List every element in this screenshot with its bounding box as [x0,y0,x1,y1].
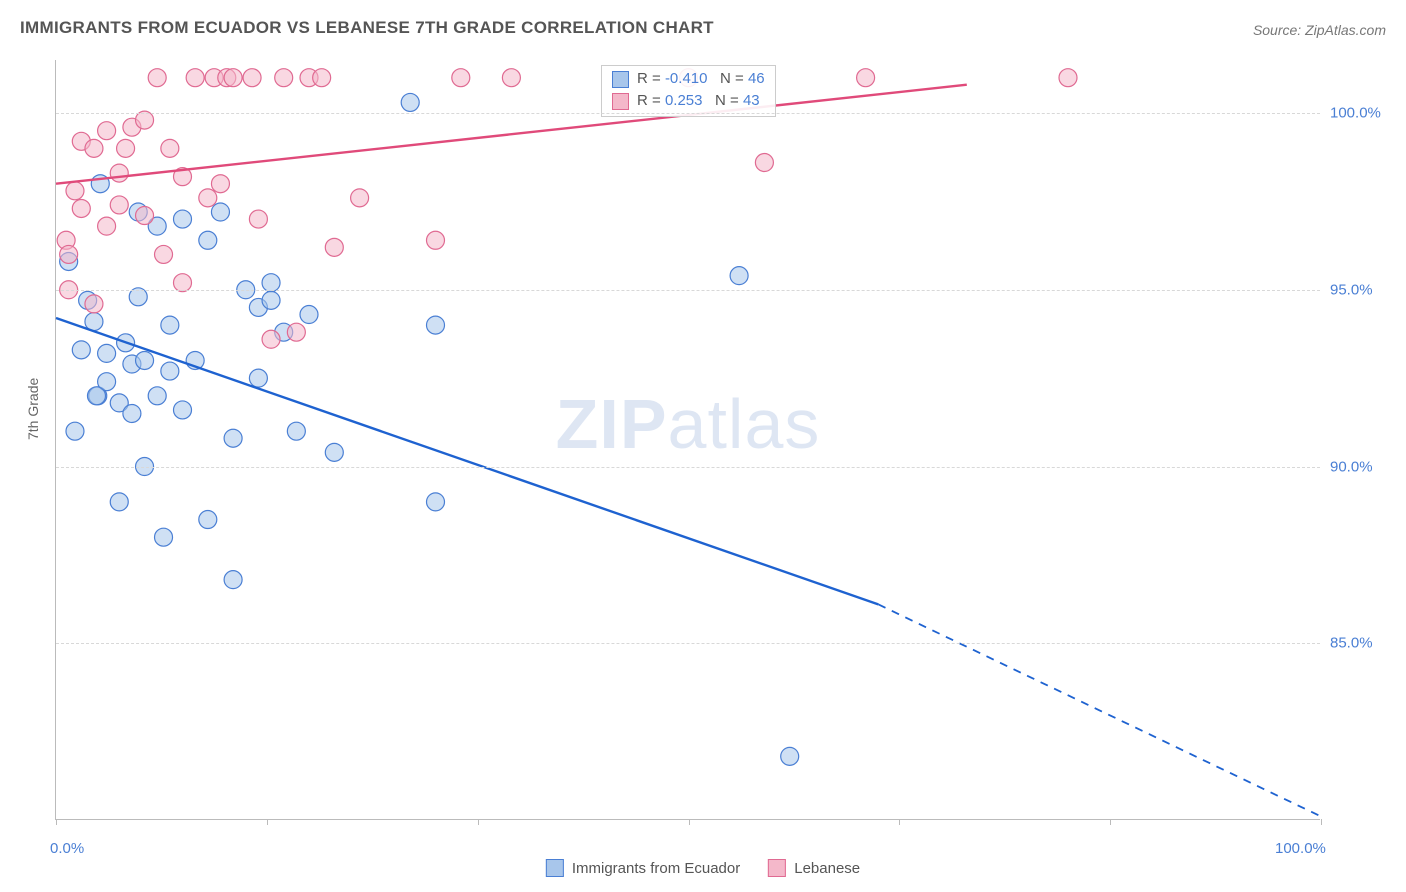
scatter-point [401,93,419,111]
chart-svg [56,60,1320,819]
scatter-point [161,316,179,334]
scatter-point [427,316,445,334]
gridline [56,113,1320,114]
stats-swatch [612,71,629,88]
x-tick [899,819,900,825]
scatter-point [155,528,173,546]
scatter-point [66,182,84,200]
x-tick-label: 0.0% [50,840,84,857]
scatter-point [110,164,128,182]
x-tick [1110,819,1111,825]
scatter-point [224,429,242,447]
gridline [56,290,1320,291]
scatter-point [287,323,305,341]
scatter-point [72,341,90,359]
stats-swatch [612,93,629,110]
scatter-point [857,69,875,87]
scatter-point [85,295,103,313]
scatter-point [72,199,90,217]
scatter-point [110,493,128,511]
y-tick-label: 85.0% [1330,635,1390,652]
x-tick [689,819,690,825]
scatter-point [136,351,154,369]
scatter-point [98,217,116,235]
stats-box: R = -0.410 N = 46R = 0.253 N = 43 [601,65,776,117]
chart-title: IMMIGRANTS FROM ECUADOR VS LEBANESE 7TH … [20,18,714,38]
scatter-point [262,291,280,309]
scatter-point [755,154,773,172]
x-tick [1321,819,1322,825]
regression-line [56,85,967,184]
regression-line-dashed [878,604,1321,816]
scatter-point [155,245,173,263]
scatter-point [87,387,105,405]
scatter-point [199,189,217,207]
scatter-point [351,189,369,207]
legend-swatch [768,859,786,877]
scatter-point [275,69,293,87]
scatter-point [502,69,520,87]
scatter-point [262,330,280,348]
scatter-point [1059,69,1077,87]
scatter-point [60,245,78,263]
scatter-point [161,139,179,157]
x-tick [478,819,479,825]
legend-item: Lebanese [768,859,860,877]
legend-label: Immigrants from Ecuador [572,860,740,877]
y-axis-title: 7th Grade [25,378,41,440]
scatter-point [98,344,116,362]
scatter-point [186,69,204,87]
scatter-point [123,404,141,422]
scatter-point [452,69,470,87]
scatter-point [313,69,331,87]
scatter-point [85,139,103,157]
x-tick-label: 100.0% [1275,840,1326,857]
y-tick-label: 95.0% [1330,281,1390,298]
stats-label: R = -0.410 N = 46 [637,68,765,90]
scatter-point [110,196,128,214]
scatter-point [427,493,445,511]
scatter-point [199,511,217,529]
scatter-point [243,69,261,87]
stats-label: R = 0.253 N = 43 [637,90,760,112]
x-tick [56,819,57,825]
scatter-point [224,69,242,87]
scatter-point [199,231,217,249]
y-tick-label: 90.0% [1330,458,1390,475]
scatter-point [98,122,116,140]
scatter-point [211,175,229,193]
scatter-point [211,203,229,221]
legend-bottom: Immigrants from Ecuador Lebanese [546,859,860,877]
legend-swatch [546,859,564,877]
scatter-point [287,422,305,440]
scatter-point [249,210,267,228]
scatter-point [730,267,748,285]
legend-item: Immigrants from Ecuador [546,859,740,877]
stats-row: R = 0.253 N = 43 [612,90,765,112]
y-tick-label: 100.0% [1330,105,1390,122]
scatter-point [148,387,166,405]
scatter-point [427,231,445,249]
scatter-point [117,139,135,157]
scatter-point [325,443,343,461]
scatter-point [249,369,267,387]
scatter-point [174,401,192,419]
plot-area: ZIPatlas R = -0.410 N = 46R = 0.253 N = … [55,60,1320,820]
scatter-point [325,238,343,256]
scatter-point [136,207,154,225]
regression-line [56,318,878,604]
scatter-point [161,362,179,380]
gridline [56,467,1320,468]
chart-source: Source: ZipAtlas.com [1253,22,1386,38]
x-tick [267,819,268,825]
scatter-point [224,571,242,589]
scatter-point [148,69,166,87]
stats-row: R = -0.410 N = 46 [612,68,765,90]
gridline [56,643,1320,644]
scatter-point [300,306,318,324]
scatter-point [781,747,799,765]
scatter-point [66,422,84,440]
scatter-point [174,210,192,228]
legend-label: Lebanese [794,860,860,877]
